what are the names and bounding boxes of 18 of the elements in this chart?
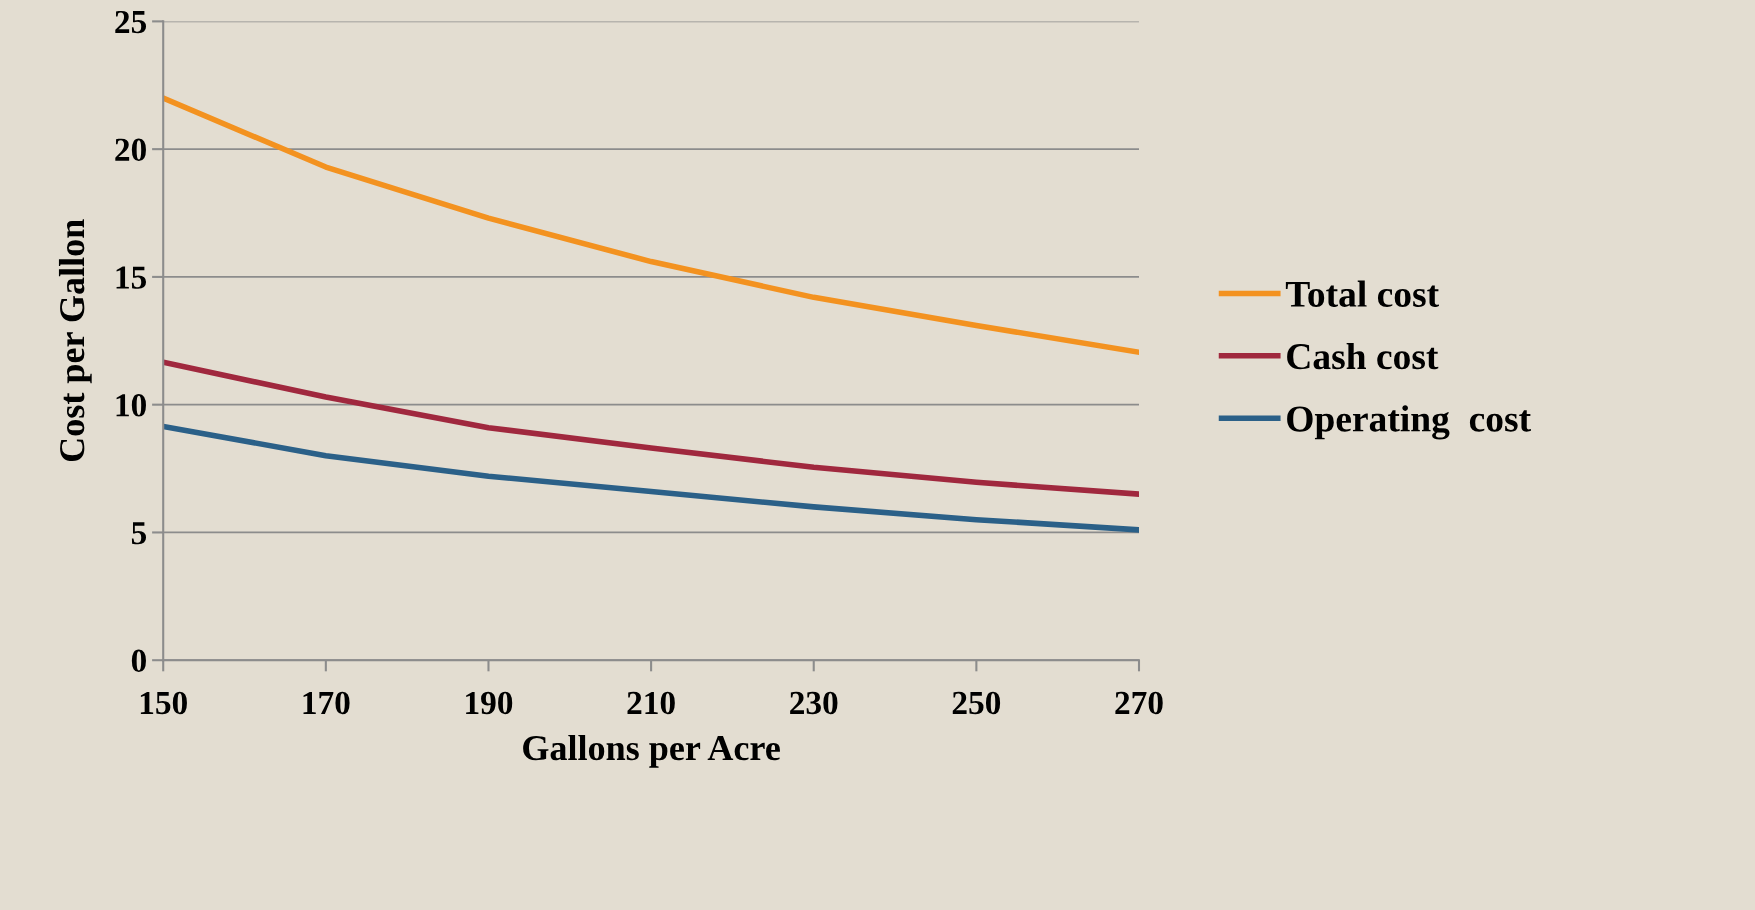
y-tick-label: 0 [131,649,146,673]
y-tick-label: 25 [115,10,147,34]
y-tick-label: 10 [116,394,146,417]
legend-label: Cash cost [1287,342,1439,370]
x-tick-label: 210 [627,691,675,715]
x-tick-label: 150 [140,691,187,715]
x-tick-label: 250 [952,691,1001,715]
y-tick-label: 15 [116,266,147,289]
x-tick-label: 190 [466,691,513,715]
x-tick-label: 270 [1115,691,1163,715]
y-axis-title: Cost per Gallon [58,219,92,462]
y-tick-label: 5 [131,522,147,545]
x-tick-label: 230 [790,691,838,715]
x-tick-label: 170 [303,691,350,715]
x-axis-title: Gallons per Acre [523,734,780,768]
y-tick-label: 20 [115,138,146,162]
legend-label: Total cost [1285,280,1439,307]
legend-label: Operating cost [1287,405,1531,440]
